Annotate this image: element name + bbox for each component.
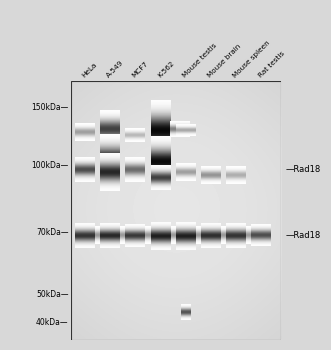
Text: Mouse testis: Mouse testis xyxy=(181,42,218,79)
Text: 70kDa—: 70kDa— xyxy=(36,228,69,237)
Text: 50kDa—: 50kDa— xyxy=(36,290,69,299)
Text: MCF7: MCF7 xyxy=(131,60,149,79)
Text: Rat testis: Rat testis xyxy=(257,50,286,79)
Text: —Rad18: —Rad18 xyxy=(285,165,320,174)
Text: 40kDa—: 40kDa— xyxy=(36,318,69,327)
Text: A-549: A-549 xyxy=(106,60,125,79)
Text: —Rad18: —Rad18 xyxy=(285,231,320,240)
Text: Mouse spleen: Mouse spleen xyxy=(232,40,271,79)
Text: Mouse brain: Mouse brain xyxy=(207,43,242,79)
Text: 100kDa—: 100kDa— xyxy=(31,161,69,170)
Text: HeLa: HeLa xyxy=(80,62,98,79)
Text: K-562: K-562 xyxy=(156,60,175,79)
Text: 150kDa—: 150kDa— xyxy=(31,103,69,112)
